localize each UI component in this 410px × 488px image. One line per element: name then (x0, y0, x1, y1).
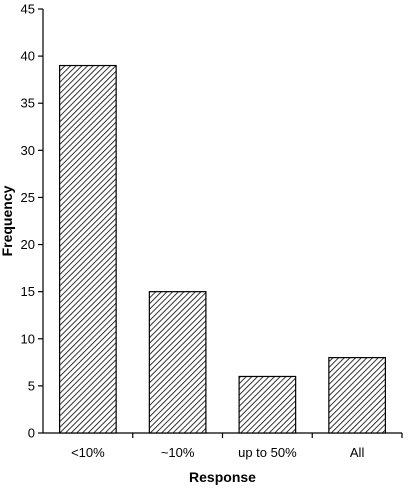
y-tick-label: 20 (21, 237, 35, 252)
bar (59, 64, 117, 434)
y-tick-label: 15 (21, 284, 35, 299)
x-tick-label: up to 50% (238, 445, 297, 460)
y-tick-label: 25 (21, 190, 35, 205)
bar (148, 291, 207, 434)
x-tick-label: ~10% (161, 445, 195, 460)
bar (238, 375, 297, 434)
x-tick-label: <10% (71, 445, 105, 460)
y-tick-label: 35 (21, 96, 35, 111)
x-axis-title: Response (189, 469, 256, 485)
y-tick-label: 40 (21, 49, 35, 64)
x-axis-ticks: <10% ~10% up to 50% All (71, 433, 403, 460)
bars (59, 64, 386, 434)
x-tick-label: All (350, 445, 365, 460)
bar (328, 357, 386, 434)
y-tick-label: 10 (21, 331, 35, 346)
y-tick-label: 30 (21, 143, 35, 158)
y-tick-label: 45 (21, 2, 35, 17)
y-axis-ticks: 0 5 10 15 20 25 30 35 40 45 (21, 2, 43, 441)
y-tick-label: 5 (28, 378, 35, 393)
y-tick-label: 0 (28, 426, 35, 441)
y-axis-title: Frequency (0, 185, 15, 256)
